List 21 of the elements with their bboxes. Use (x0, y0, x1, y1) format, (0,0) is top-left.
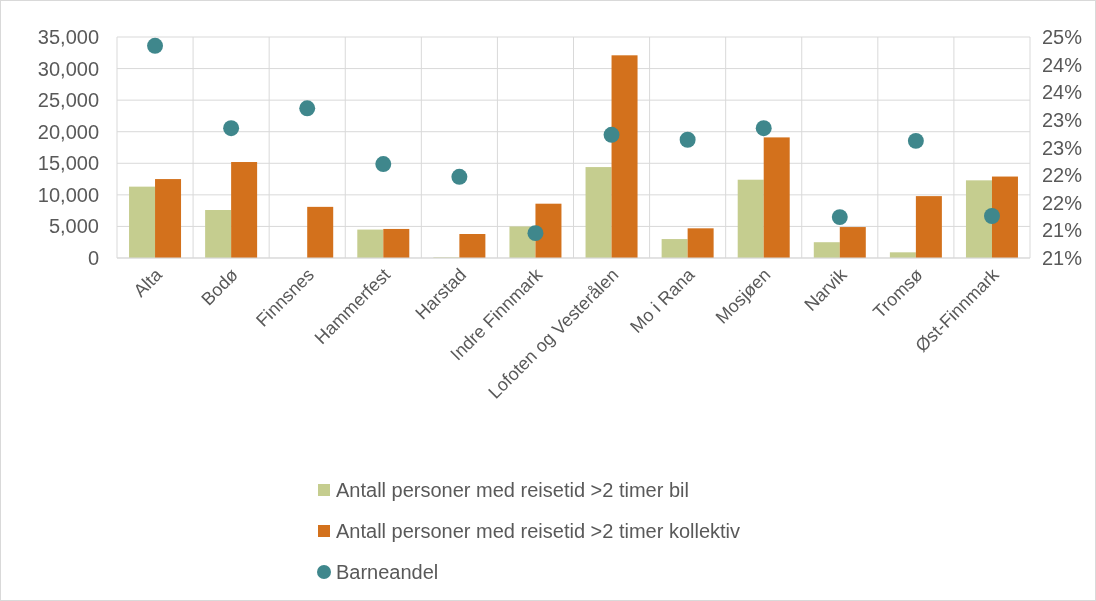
y-tick-label: 0 (87, 247, 99, 269)
x-tick-label: Alta (129, 264, 167, 301)
y-tick-label: 25,000 (37, 89, 99, 112)
y2-tick-label: 23% (1042, 108, 1083, 131)
y2-tick-label: 24% (1042, 53, 1083, 76)
y2-tick-label: 25% (1042, 26, 1083, 48)
y2-tick-label: 23% (1042, 136, 1083, 159)
legend-label: Antall personer med reisetid >2 timer bil (336, 479, 689, 501)
y-tick-label: 15,000 (37, 152, 99, 175)
y-tick-label: 30,000 (37, 57, 99, 80)
y-tick-label: 10,000 (37, 183, 99, 206)
y2-tick-label: 22% (1042, 191, 1083, 214)
legend-label: Barneandel (336, 561, 439, 583)
y2-tick-label: 21% (1042, 247, 1083, 269)
y2-tick-label: 21% (1042, 219, 1083, 242)
y2-tick-label: 22% (1042, 164, 1083, 187)
legend-label: Antall personer med reisetid >2 timer kollektiv (336, 520, 741, 542)
y-tick-label: 20,000 (37, 120, 99, 143)
y2-tick-label: 24% (1042, 81, 1083, 104)
y-tick-label: 5,000 (48, 215, 99, 238)
y-tick-label: 35,000 (37, 26, 99, 48)
